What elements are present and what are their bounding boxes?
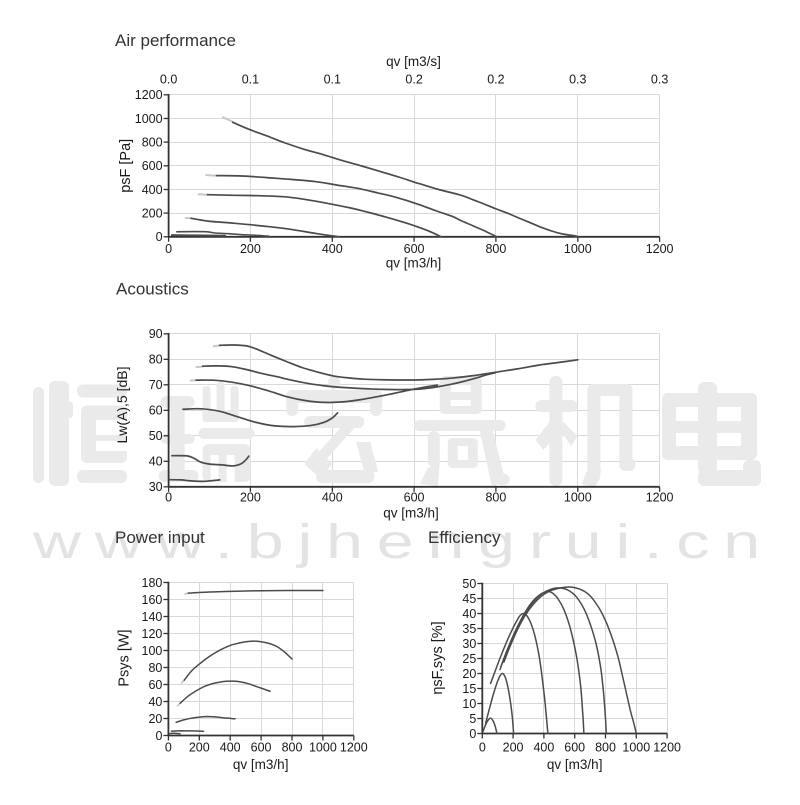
svg-text:qv [m3/h]: qv [m3/h] <box>547 757 603 772</box>
svg-text:1000: 1000 <box>622 741 650 755</box>
svg-text:60: 60 <box>148 678 162 692</box>
svg-text:80: 80 <box>149 353 163 367</box>
svg-text:200: 200 <box>240 242 261 256</box>
svg-text:30: 30 <box>462 637 476 651</box>
svg-text:qv [m3/h]: qv [m3/h] <box>386 256 442 271</box>
svg-text:15: 15 <box>462 682 476 696</box>
svg-text:600: 600 <box>404 242 425 256</box>
svg-text:Power input: Power input <box>115 528 205 547</box>
svg-text:ηsF,sys [%]: ηsF,sys [%] <box>430 621 446 694</box>
svg-text:50: 50 <box>462 577 476 591</box>
svg-text:0: 0 <box>156 230 163 244</box>
svg-text:40: 40 <box>149 455 163 469</box>
svg-text:1000: 1000 <box>564 242 592 256</box>
svg-text:Lw(A),5 [dB]: Lw(A),5 [dB] <box>114 366 130 443</box>
svg-text:400: 400 <box>220 741 241 755</box>
svg-text:0: 0 <box>165 242 172 256</box>
svg-text:20: 20 <box>462 667 476 681</box>
svg-text:600: 600 <box>564 741 585 755</box>
svg-text:1000: 1000 <box>564 491 592 505</box>
svg-text:800: 800 <box>485 491 506 505</box>
svg-text:1000: 1000 <box>135 112 163 126</box>
svg-text:200: 200 <box>142 206 163 220</box>
svg-text:25: 25 <box>462 652 476 666</box>
svg-text:400: 400 <box>142 183 163 197</box>
svg-text:1200: 1200 <box>646 491 674 505</box>
svg-text:Efficiency: Efficiency <box>428 528 501 547</box>
svg-text:qv [m3/h]: qv [m3/h] <box>383 506 439 521</box>
svg-text:180: 180 <box>142 576 163 590</box>
svg-text:1000: 1000 <box>309 741 337 755</box>
svg-text:0: 0 <box>165 741 172 755</box>
svg-text:45: 45 <box>462 592 476 606</box>
svg-text:800: 800 <box>595 741 616 755</box>
svg-text:0.2: 0.2 <box>487 73 504 87</box>
svg-text:40: 40 <box>462 607 476 621</box>
svg-text:800: 800 <box>142 135 163 149</box>
svg-text:0.2: 0.2 <box>405 73 422 87</box>
svg-text:0: 0 <box>165 491 172 505</box>
svg-text:20: 20 <box>148 712 162 726</box>
svg-text:35: 35 <box>462 622 476 636</box>
svg-text:30: 30 <box>149 480 163 494</box>
svg-text:120: 120 <box>142 627 163 641</box>
svg-text:160: 160 <box>142 593 163 607</box>
svg-text:Psys [W]: Psys [W] <box>117 629 133 686</box>
svg-text:0: 0 <box>155 729 162 743</box>
svg-text:qv [m3/s]: qv [m3/s] <box>386 54 441 69</box>
svg-text:0.3: 0.3 <box>569 73 586 87</box>
svg-text:1200: 1200 <box>135 88 163 102</box>
svg-text:Air performance: Air performance <box>115 31 236 50</box>
svg-text:800: 800 <box>282 741 303 755</box>
svg-text:5: 5 <box>469 712 476 726</box>
svg-text:40: 40 <box>148 695 162 709</box>
svg-text:800: 800 <box>485 242 506 256</box>
svg-text:0: 0 <box>469 727 476 741</box>
svg-text:70: 70 <box>149 378 163 392</box>
svg-text:100: 100 <box>142 644 163 658</box>
svg-text:0: 0 <box>479 741 486 755</box>
svg-text:www.bjhengrui.cn: www.bjhengrui.cn <box>32 516 774 569</box>
svg-text:1200: 1200 <box>340 741 368 755</box>
svg-text:0.1: 0.1 <box>242 73 259 87</box>
svg-text:200: 200 <box>240 491 261 505</box>
svg-text:0.0: 0.0 <box>160 73 177 87</box>
svg-text:140: 140 <box>142 610 163 624</box>
svg-text:400: 400 <box>533 741 554 755</box>
svg-text:60: 60 <box>149 404 163 418</box>
svg-text:10: 10 <box>462 697 476 711</box>
svg-text:600: 600 <box>404 491 425 505</box>
svg-text:400: 400 <box>322 242 343 256</box>
svg-text:1200: 1200 <box>653 741 681 755</box>
svg-text:0.3: 0.3 <box>651 73 668 87</box>
svg-text:1200: 1200 <box>646 242 674 256</box>
svg-text:600: 600 <box>251 741 272 755</box>
svg-text:200: 200 <box>503 741 524 755</box>
svg-text:400: 400 <box>322 491 343 505</box>
svg-text:50: 50 <box>149 429 163 443</box>
svg-text:0.1: 0.1 <box>324 73 341 87</box>
svg-text:200: 200 <box>189 741 210 755</box>
svg-text:90: 90 <box>149 327 163 341</box>
svg-text:qv [m3/h]: qv [m3/h] <box>233 757 289 772</box>
svg-text:psF [Pa]: psF [Pa] <box>118 139 134 193</box>
svg-text:80: 80 <box>148 661 162 675</box>
svg-text:600: 600 <box>142 159 163 173</box>
svg-text:Acoustics: Acoustics <box>116 280 189 299</box>
